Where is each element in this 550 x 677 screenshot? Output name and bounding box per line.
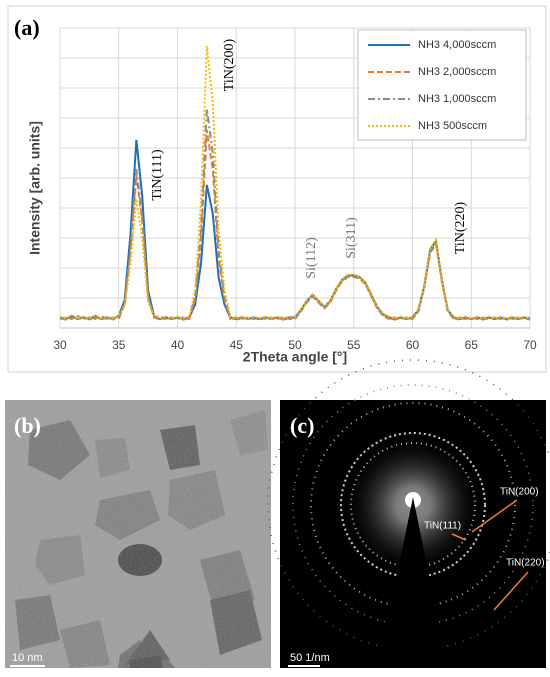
- x-tick-label: 65: [465, 338, 479, 352]
- annotation: TiN(111): [150, 149, 165, 201]
- y-axis-label: Intensity [arb. units]: [27, 121, 43, 255]
- x-tick-label: 60: [406, 338, 420, 352]
- legend-label: NH3 1,000sccm: [418, 93, 496, 105]
- legend-label: NH3 2,000sccm: [418, 66, 496, 78]
- ring-label: TiN(200): [500, 487, 539, 498]
- annotation: TiN(200): [222, 38, 237, 91]
- x-tick-label: 55: [347, 338, 361, 352]
- scale-bar-label: 50 1/nm: [290, 652, 330, 664]
- ring-label: TiN(111): [424, 521, 461, 532]
- x-tick-label: 45: [230, 338, 244, 352]
- scale-bar-label: 10 nm: [12, 652, 43, 664]
- x-tick-label: 70: [523, 338, 537, 352]
- data-line: [59, 129, 531, 321]
- diffraction-image: [267, 359, 550, 668]
- annotation: Si(112): [304, 237, 319, 279]
- tem-image: [5, 400, 271, 668]
- x-axis-label: 2Theta angle [°]: [243, 349, 347, 365]
- panel-label: (a): [14, 15, 40, 40]
- x-tick-label: 35: [112, 338, 126, 352]
- data-line: [59, 108, 531, 321]
- legend-box: [357, 29, 527, 141]
- x-tick-label: 50: [288, 338, 302, 352]
- panel-label: (c): [290, 413, 314, 438]
- annotation: Si(311): [344, 217, 359, 259]
- ring-label: TiN(220): [506, 558, 545, 569]
- x-tick-label: 40: [171, 338, 185, 352]
- data-line: [59, 45, 531, 320]
- annotation: TiN(220): [453, 201, 468, 254]
- chart: 30 35 40 45 50 55 60 65 70 2Theta angle [°] Intens…: [27, 27, 537, 365]
- panel-label: (b): [14, 413, 41, 438]
- legend-label: NH3 4,000sccm: [418, 39, 496, 51]
- x-tick-label: 30: [53, 338, 67, 352]
- legend-label: NH3 500sccm: [418, 120, 487, 132]
